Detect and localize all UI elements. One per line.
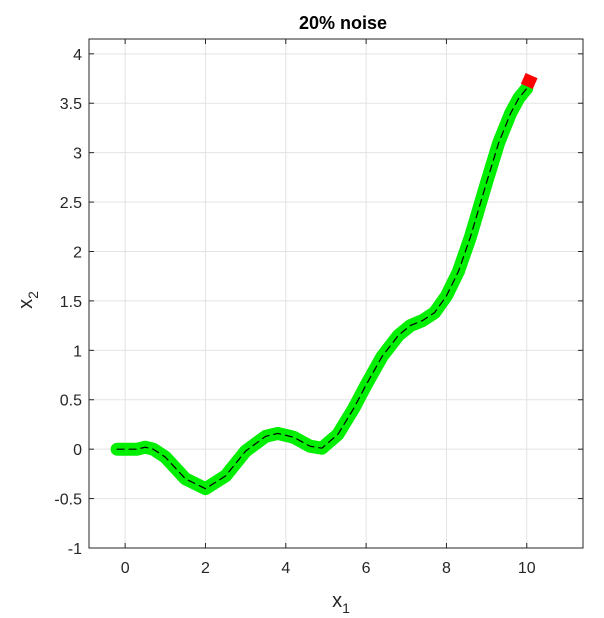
axes: 0 2 4 6 8 10 -1 -0.5 0 0.5 1 1.5 2 2.5 3 3.5 4: [54, 38, 584, 577]
series-layer: [110, 72, 538, 496]
y-tick-label: 3.5: [60, 96, 82, 113]
x-tick-label: 10: [518, 560, 536, 577]
y-tick-label: 0: [73, 442, 82, 459]
axes-box: [88, 38, 584, 549]
y-tick-label: -1: [68, 541, 82, 558]
x-tick-label: 4: [281, 560, 290, 577]
x-axis-label-subscript: 1: [342, 600, 350, 616]
y-axis-ticks: -1 -0.5 0 0.5 1 1.5 2 2.5 3 3.5 4: [54, 47, 583, 558]
y-tick-label: 3: [73, 146, 82, 163]
axis-lines: [88, 38, 584, 549]
y-tick-label: 1: [73, 343, 82, 360]
y-tick-label: 0.5: [60, 393, 82, 410]
series-reference-dashed: [116, 87, 528, 490]
y-tick-label: 2.5: [60, 195, 82, 212]
x-axis-label-main: x: [332, 590, 342, 612]
x-axis-label: x1: [332, 590, 350, 616]
y-tick-label: -0.5: [54, 492, 82, 509]
x-tick-label: 8: [442, 560, 451, 577]
series-endpoint-segment: [520, 72, 538, 90]
x-axis-ticks: 0 2 4 6 8 10: [121, 39, 536, 577]
y-axis-label-subscript: 2: [25, 291, 41, 299]
y-tick-label: 1.5: [60, 294, 82, 311]
y-axis-label: x2: [15, 291, 41, 309]
chart-title: 20% noise: [299, 13, 387, 33]
x-tick-label: 0: [121, 560, 130, 577]
x-tick-label: 6: [362, 560, 371, 577]
y-tick-label: 4: [73, 47, 82, 64]
y-tick-label: 2: [73, 244, 82, 261]
y-axis-label-main: x: [15, 299, 37, 309]
x-tick-label: 2: [201, 560, 210, 577]
